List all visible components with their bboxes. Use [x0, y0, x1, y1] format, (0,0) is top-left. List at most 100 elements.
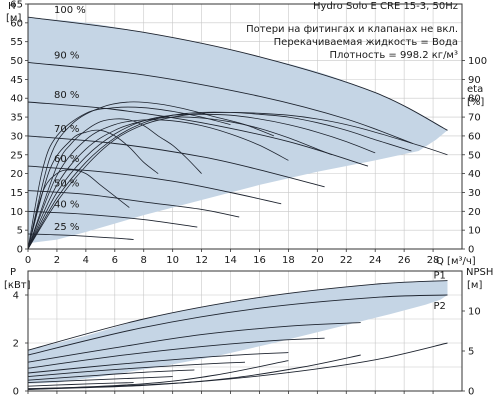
power-curve: [27, 337, 325, 369]
efficiency-curves: [27, 101, 448, 250]
npsh-axis-label: NPSH: [466, 267, 493, 278]
npsh-tick-label: 5: [468, 347, 474, 358]
power-curve-label-p2: P2: [434, 301, 446, 312]
npsh-curves: [27, 342, 448, 390]
eta-tick-label: 0: [468, 245, 474, 256]
speed-curve-label: 25 %: [54, 222, 79, 233]
head-tick-label-y: 15: [10, 188, 23, 199]
eta-tick-label: 100: [468, 56, 487, 67]
head-tick-label-y: 40: [10, 94, 23, 105]
speed-curve: [27, 101, 369, 167]
head-axis-label: H: [8, 1, 16, 12]
note-fluid: Перекачиваемая жидкость = Вода: [274, 37, 458, 48]
power-panel: 0 2 4 0 5 10 P1 P2 P [кВт] NPSH [м]: [4, 267, 493, 398]
efficiency-curve: [27, 118, 202, 250]
power-curve: [27, 376, 173, 384]
power-axes: 0 2 4 0 5 10: [13, 270, 481, 398]
head-tick-label-y: 25: [10, 150, 23, 161]
head-curve-labels: 100 % 90 % 80 % 70 % 60 % 50 % 40 % 25 %: [54, 5, 86, 233]
note-density: Плотность = 998.2 кг/м³: [330, 50, 459, 61]
speed-curve: [27, 210, 198, 228]
speed-curve-label: 60 %: [54, 154, 79, 165]
npsh-curve: [27, 342, 448, 390]
efficiency-curve: [27, 111, 412, 250]
power-curve: [27, 369, 195, 381]
speed-curve-label: 80 %: [54, 90, 79, 101]
power-curve: [27, 382, 134, 387]
head-tick-label-y: 30: [10, 131, 23, 142]
speed-curve: [27, 135, 325, 188]
power-curve-label-p1: P1: [434, 271, 446, 282]
power-curves: [27, 280, 448, 387]
npsh-curve: [27, 354, 361, 390]
flow-tick-label: 20: [311, 255, 324, 266]
head-tick-label-y: 35: [10, 113, 23, 124]
flow-tick-label: 2: [54, 255, 60, 266]
power-curve: [27, 361, 246, 378]
flow-tick-label: 28: [427, 255, 440, 266]
power-tick-label-y: 4: [13, 291, 19, 302]
speed-curve: [27, 233, 134, 241]
power-axis-unit: [кВт]: [4, 280, 31, 291]
flow-axis-label: Q [м³/ч]: [436, 256, 476, 267]
head-tick-label-y: 5: [17, 226, 23, 237]
flow-tick-label: 22: [340, 255, 353, 266]
head-tick-label-y: 0: [17, 245, 23, 256]
power-envelope-area: [28, 280, 448, 384]
flow-tick-label: 10: [166, 255, 179, 266]
npsh-tick-label: 0: [468, 387, 474, 398]
speed-curve: [27, 61, 413, 144]
efficiency-curve: [27, 119, 289, 250]
power-tick-label-y: 2: [13, 339, 19, 350]
flow-tick-label: 16: [253, 255, 266, 266]
eta-tick-label: 40: [468, 169, 481, 180]
flow-tick-label: 0: [25, 255, 31, 266]
power-curve: [27, 294, 448, 356]
efficiency-curve: [27, 116, 332, 250]
flow-tick-label: 12: [195, 255, 208, 266]
flow-tick-label: 4: [83, 255, 89, 266]
power-curve: [27, 280, 448, 351]
eta-tick-label: 80: [468, 94, 481, 105]
efficiency-curve: [27, 101, 275, 250]
npsh-tick-label: 10: [468, 307, 481, 318]
flow-tick-label: 6: [112, 255, 118, 266]
note-losses: Потери на фитингах и клапанах не вкл.: [246, 24, 458, 35]
speed-curve-label: 50 %: [54, 179, 79, 190]
head-tick-label-y: 60: [10, 18, 23, 29]
head-axis-unit: [м]: [6, 13, 21, 24]
speed-curve-label: 40 %: [54, 199, 79, 210]
speed-curve: [27, 165, 282, 205]
power-tick-label-y: 0: [13, 387, 19, 398]
flow-tick-label: 26: [398, 255, 411, 266]
head-tick-label-y: 50: [10, 56, 23, 67]
speed-curve-label: 100 %: [54, 5, 86, 16]
head-tick-label-y: 65: [10, 0, 23, 11]
head-tick-label-y: 55: [10, 37, 23, 48]
npsh-axis-unit: [м]: [467, 280, 482, 291]
speed-curve: [27, 16, 448, 131]
eta-tick-label: 70: [468, 113, 481, 124]
npsh-curve: [27, 360, 289, 390]
flow-tick-label: 8: [141, 255, 147, 266]
power-curve: [27, 322, 361, 363]
eta-axis-unit: [%]: [467, 97, 484, 108]
efficiency-curve: [27, 129, 159, 250]
eta-tick-label: 60: [468, 131, 481, 142]
power-plot-frame: [27, 270, 463, 392]
eta-tick-label: 50: [468, 150, 481, 161]
flow-tick-label: 24: [369, 255, 382, 266]
efficiency-curve: [27, 169, 130, 250]
chart-title: Hydro Solo E CRE 15-3, 50Hz: [313, 1, 458, 12]
speed-curve-label: 90 %: [54, 50, 79, 61]
head-tick-label-y: 10: [10, 207, 23, 218]
flow-tick-label: 14: [224, 255, 237, 266]
head-speed-curves: [27, 16, 448, 241]
speed-curve: [27, 190, 240, 218]
power-axis-label: P: [10, 267, 16, 278]
head-plot-frame: [27, 3, 463, 250]
eta-tick-label: 30: [468, 188, 481, 199]
